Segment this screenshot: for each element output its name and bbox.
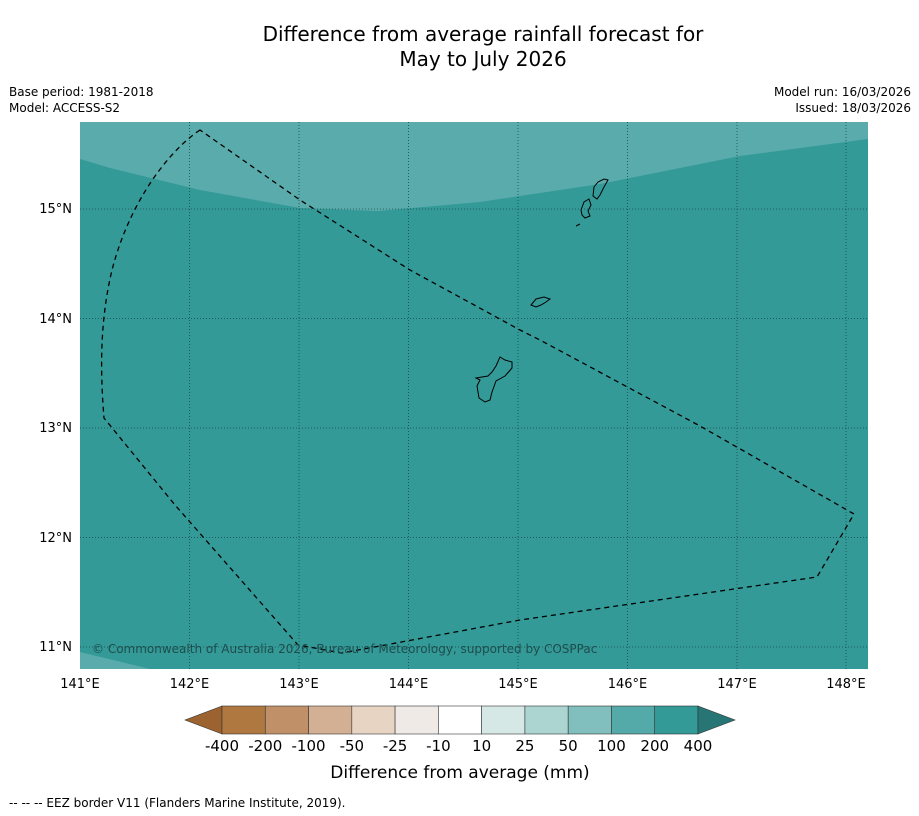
- lon-label-143e: 143°E: [279, 677, 319, 692]
- colorbar-segment: [567, 705, 612, 735]
- colorbar-segment: [308, 705, 353, 735]
- map-figure: © Commonwealth of Australia 2026, Bureau…: [39, 122, 868, 783]
- lat-label-12n: 12°N: [39, 531, 72, 546]
- island-rota: [530, 296, 552, 308]
- longitude-gridlines: [189, 122, 847, 669]
- colorbar-tick-label: 25: [515, 737, 534, 755]
- lon-label-142e: 142°E: [170, 677, 210, 692]
- colorbar-tick-label: -50: [340, 737, 365, 755]
- longitude-labels: 141°E 142°E 143°E 144°E 145°E 146°E 147°…: [60, 677, 866, 692]
- lat-label-14n: 14°N: [39, 312, 72, 327]
- lat-label-11n: 11°N: [39, 640, 72, 655]
- colorbar-tick-label: -100: [292, 737, 326, 755]
- colorbar-segment: [264, 705, 309, 735]
- colorbar-segment: [438, 705, 482, 735]
- islands: [474, 178, 609, 403]
- colorbar-segment: [524, 705, 569, 735]
- model-text: Model: ACCESS-S2: [9, 101, 121, 115]
- lon-label-147e: 147°E: [717, 677, 757, 692]
- lon-label-144e: 144°E: [389, 677, 429, 692]
- colorbar-segment: [611, 705, 656, 735]
- colorbar-tick-label: 400: [684, 737, 713, 755]
- colorbar-tick-label: -10: [426, 737, 451, 755]
- colorbar-tick-label: 10: [472, 737, 491, 755]
- base-period-text: Base period: 1981-2018: [9, 85, 154, 99]
- colorbar-segment: [221, 705, 266, 735]
- meta-right: Model run: 16/03/2026 Issued: 18/03/2026: [774, 84, 911, 116]
- colorbar-tick-label: 100: [597, 737, 626, 755]
- lat-label-15n: 15°N: [39, 202, 72, 217]
- colorbar-segment: [351, 705, 396, 735]
- lon-label-148e: 148°E: [826, 677, 866, 692]
- island-saipan: [592, 178, 609, 200]
- colorbar-tick-labels: -400 -200 -100 -50 -25 -10 10 25 50 100 200 400: [205, 737, 712, 755]
- colorbar-segment: [654, 705, 699, 735]
- lon-label-146e: 146°E: [608, 677, 648, 692]
- rainfall-band-100-200-top: [80, 122, 868, 211]
- lon-label-141e: 141°E: [60, 677, 100, 692]
- colorbar-tick-label: -25: [383, 737, 408, 755]
- eez-legend-footer: -- -- -- EEZ border V11 (Flanders Marine…: [9, 796, 346, 810]
- copyright-text: © Commonwealth of Australia 2026, Bureau…: [92, 642, 597, 656]
- colorbar-tick-label: -200: [248, 737, 282, 755]
- island-guam: [474, 356, 513, 403]
- colorbar-segments: [221, 705, 699, 735]
- latitude-gridlines: [80, 208, 868, 648]
- model-run-text: Model run: 16/03/2026: [773, 85, 911, 99]
- colorbar-tick-label: 200: [640, 737, 669, 755]
- colorbar-extend-high: [697, 705, 736, 735]
- colorbar: -400 -200 -100 -50 -25 -10 10 25 50 100 200 400 Dif…: [184, 705, 736, 783]
- colorbar-label: Difference from average (mm): [330, 763, 589, 783]
- title-line-2: May to July 2026: [399, 47, 567, 71]
- colorbar-tick-label: -400: [205, 737, 239, 755]
- colorbar-segment: [481, 705, 526, 735]
- lon-label-145e: 145°E: [498, 677, 538, 692]
- colorbar-segment: [394, 705, 439, 735]
- eez-border: [100, 129, 855, 654]
- colorbar-extend-low: [184, 705, 223, 735]
- lat-label-13n: 13°N: [39, 421, 72, 436]
- island-tinian: [580, 198, 592, 219]
- issued-text: Issued: 18/03/2026: [795, 101, 911, 115]
- island-aguijan: [575, 223, 581, 227]
- meta-left: Base period: 1981-2018 Model: ACCESS-S2: [9, 84, 154, 116]
- rainfall-band-100-200-bottom: [80, 652, 150, 669]
- latitude-labels: 15°N 14°N 13°N 12°N 11°N: [39, 202, 72, 655]
- colorbar-tick-label: 50: [559, 737, 578, 755]
- chart-title: Difference from average rainfall forecas…: [0, 22, 919, 72]
- title-line-1: Difference from average rainfall forecas…: [262, 22, 704, 46]
